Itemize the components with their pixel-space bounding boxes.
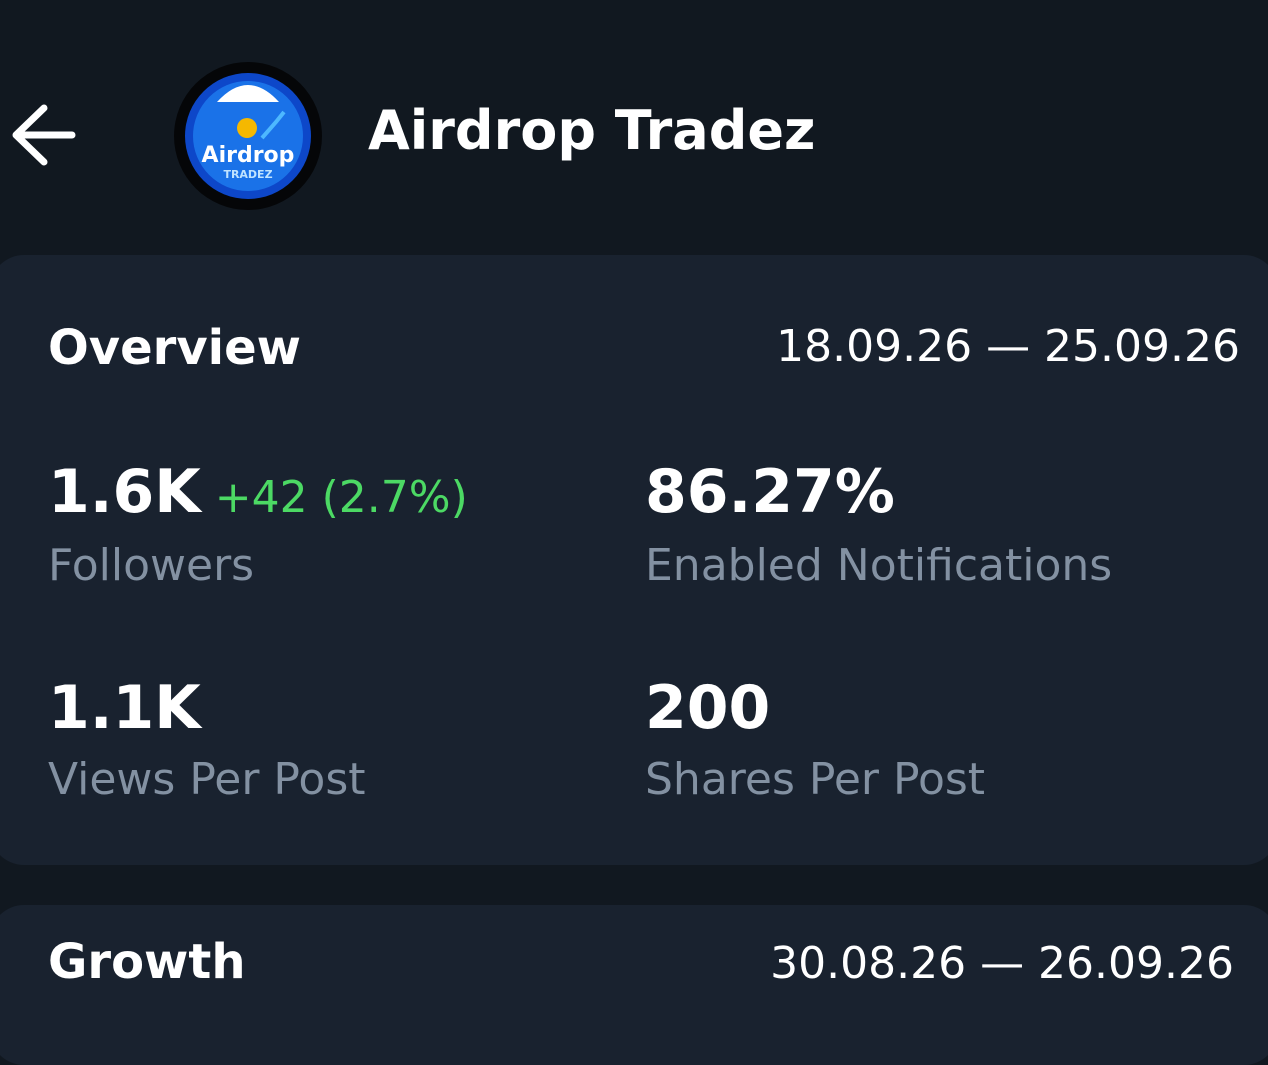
stat-label: Enabled Notifications — [645, 540, 1113, 591]
logo-subtitle: TRADEZ — [223, 168, 272, 181]
stat-value: 1.1K — [48, 673, 201, 743]
channel-title: Airdrop Tradez — [368, 99, 816, 162]
channel-logo[interactable]: Airdrop TRADEZ — [172, 60, 324, 212]
stat-label: Views Per Post — [48, 754, 366, 805]
stat-value: 1.6K — [48, 457, 201, 527]
stat-value: 86.27% — [645, 457, 895, 527]
date-range[interactable]: 30.08.26 — 26.09.26 — [770, 938, 1234, 989]
stat-label: Shares Per Post — [645, 754, 986, 805]
back-button[interactable] — [10, 102, 78, 168]
page: Airdrop TRADEZ Airdrop Tradez Overview 1… — [0, 60, 1268, 1065]
section-title: Overview — [48, 320, 301, 376]
stat-label: Followers — [48, 540, 255, 591]
overview-card — [0, 255, 1268, 865]
stat-change: +42 (2.7%) — [214, 472, 468, 523]
stat-value: 1.6K +42 (2.7%) — [48, 462, 468, 522]
date-range[interactable]: 18.09.26 — 25.09.26 — [776, 321, 1240, 372]
section-title: Growth — [48, 934, 246, 990]
stat-value: 200 — [645, 673, 771, 743]
logo-name: Airdrop — [202, 143, 295, 168]
